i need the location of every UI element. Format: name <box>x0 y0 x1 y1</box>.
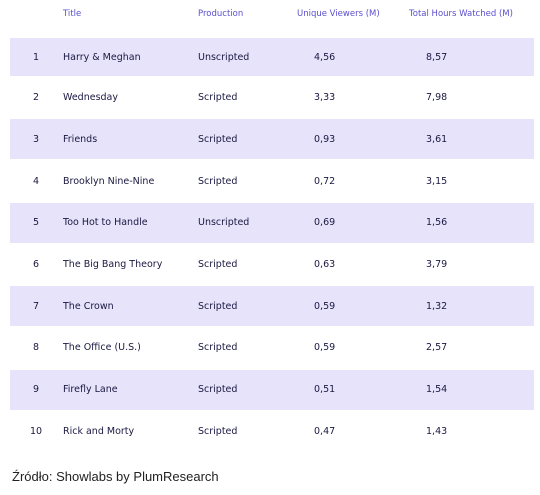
total-hours-cell: 3,15 <box>426 175 448 187</box>
table-header: Title Production Unique Viewers (M) Tota… <box>10 0 534 38</box>
title-cell: Friends <box>63 133 98 145</box>
table-row: 10 Rick and Morty Scripted 0,47 1,43 <box>10 411 534 452</box>
table-row: 5 Too Hot to Handle Unscripted 0,69 1,56 <box>10 202 534 243</box>
title-cell: Firefly Lane <box>63 384 118 395</box>
title-cell: The Crown <box>63 300 114 312</box>
table-row: 7 The Crown Scripted 0,59 1,32 <box>10 286 534 327</box>
title-cell: The Office (U.S.) <box>63 342 141 354</box>
unique-viewers-cell: 0,93 <box>314 133 336 145</box>
total-hours-cell: 8,57 <box>426 51 448 63</box>
source-note: Źródło: Showlabs by PlumResearch <box>12 469 219 484</box>
header-unique-viewers: Unique Viewers (M) <box>297 9 380 19</box>
rank-cell: 9 <box>32 384 40 395</box>
unique-viewers-cell: 0,59 <box>314 300 336 312</box>
rank-cell: 3 <box>32 133 40 145</box>
ranking-table: Title Production Unique Viewers (M) Tota… <box>10 0 534 453</box>
table-row: 4 Brooklyn Nine-Nine Scripted 0,72 3,15 <box>10 161 534 202</box>
unique-viewers-cell: 0,51 <box>314 384 336 395</box>
table-row: 3 Friends Scripted 0,93 3,61 <box>10 119 534 160</box>
table-row: 8 The Office (U.S.) Scripted 0,59 2,57 <box>10 327 534 368</box>
production-cell: Scripted <box>198 175 238 187</box>
rank-cell: 10 <box>29 425 43 437</box>
table-body: 1 Harry & Meghan Unscripted 4,56 8,57 2 Wednes… <box>10 38 534 452</box>
total-hours-cell: 7,98 <box>426 92 448 104</box>
table-row: 6 The Big Bang Theory Scripted 0,63 3,79 <box>10 244 534 285</box>
title-cell: Rick and Morty <box>63 425 135 437</box>
production-cell: Scripted <box>198 92 238 104</box>
total-hours-cell: 3,79 <box>426 258 448 270</box>
table-row: 9 Firefly Lane Scripted 0,51 1,54 <box>10 369 534 410</box>
header-production: Production <box>198 9 244 19</box>
rank-cell: 6 <box>32 258 40 270</box>
title-cell: Too Hot to Handle <box>63 217 148 229</box>
unique-viewers-cell: 0,72 <box>314 175 336 187</box>
rank-cell: 2 <box>32 92 40 104</box>
rank-cell: 7 <box>32 300 40 312</box>
rank-cell: 1 <box>32 51 40 63</box>
production-cell: Scripted <box>198 342 238 354</box>
total-hours-cell: 2,57 <box>426 342 448 354</box>
unique-viewers-cell: 4,56 <box>314 51 336 63</box>
table-row: 1 Harry & Meghan Unscripted 4,56 8,57 <box>10 38 534 76</box>
total-hours-cell: 1,43 <box>426 425 448 437</box>
production-cell: Unscripted <box>198 217 250 229</box>
title-cell: Harry & Meghan <box>63 51 141 63</box>
unique-viewers-cell: 3,33 <box>314 92 336 104</box>
total-hours-cell: 1,32 <box>426 300 448 312</box>
header-title: Title <box>63 9 82 19</box>
header-total-hours: Total Hours Watched (M) <box>409 9 513 19</box>
production-cell: Scripted <box>198 133 238 145</box>
unique-viewers-cell: 0,47 <box>314 425 336 437</box>
total-hours-cell: 1,54 <box>426 384 448 395</box>
rank-cell: 5 <box>32 217 40 229</box>
production-cell: Unscripted <box>198 51 250 63</box>
unique-viewers-cell: 0,59 <box>314 342 336 354</box>
total-hours-cell: 1,56 <box>426 217 448 229</box>
rank-cell: 8 <box>32 342 40 354</box>
rank-cell: 4 <box>32 175 40 187</box>
unique-viewers-cell: 0,63 <box>314 258 336 270</box>
title-cell: Wednesday <box>63 92 119 104</box>
production-cell: Scripted <box>198 384 238 395</box>
title-cell: Brooklyn Nine-Nine <box>63 175 155 187</box>
production-cell: Scripted <box>198 425 238 437</box>
table-row: 2 Wednesday Scripted 3,33 7,98 <box>10 77 534 118</box>
title-cell: The Big Bang Theory <box>63 258 163 270</box>
unique-viewers-cell: 0,69 <box>314 217 336 229</box>
production-cell: Scripted <box>198 258 238 270</box>
total-hours-cell: 3,61 <box>426 133 448 145</box>
production-cell: Scripted <box>198 300 238 312</box>
